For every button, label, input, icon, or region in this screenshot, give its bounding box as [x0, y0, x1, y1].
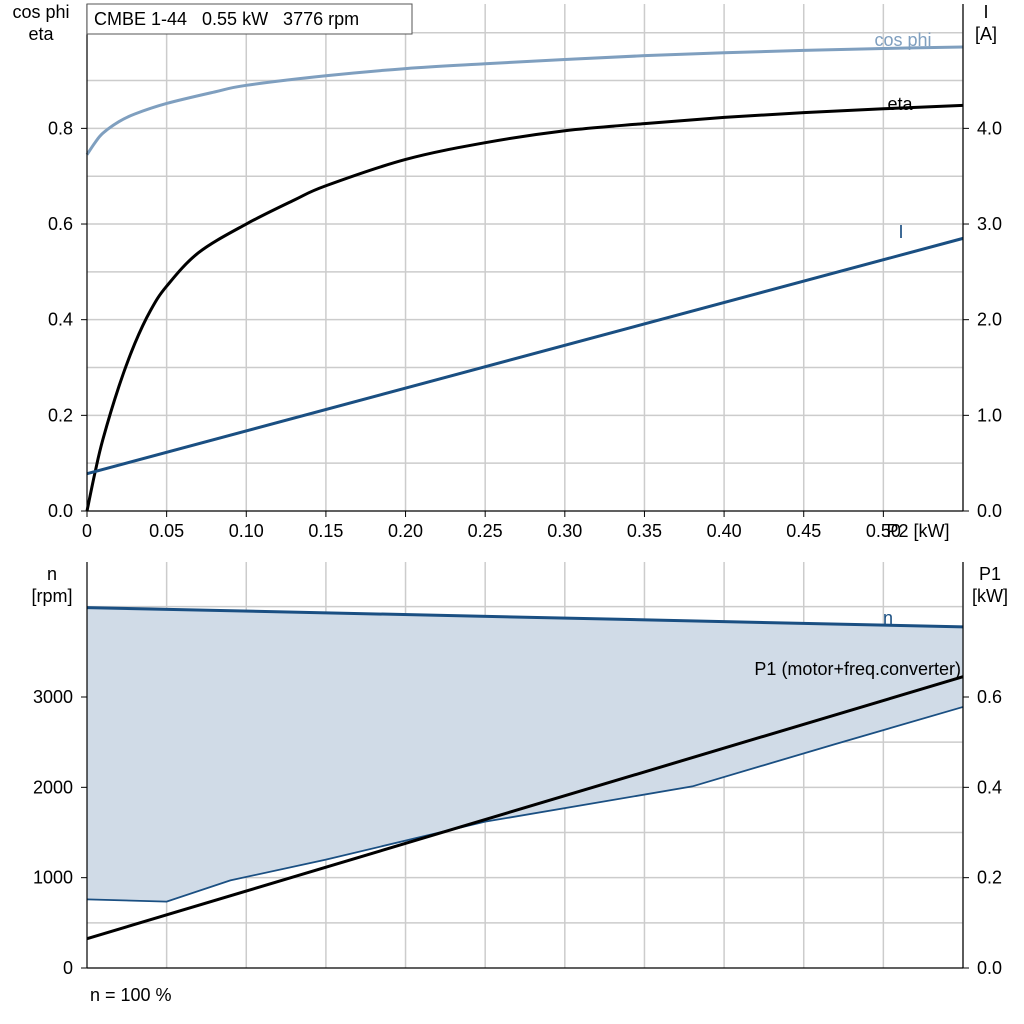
y-left-tick-label: 0.6 [48, 214, 73, 234]
y-right-tick-label: 3.0 [977, 214, 1002, 234]
x-tick-label: 0.25 [468, 521, 503, 541]
top-right-ylabel-1: I [983, 2, 988, 22]
x-tick-label: 0.35 [627, 521, 662, 541]
x-axis-label: P2 [kW] [886, 521, 949, 541]
y-right-tick-label: 0.0 [977, 501, 1002, 521]
title-box [86, 3, 413, 35]
x-tick-label: 0.20 [388, 521, 423, 541]
power-p1-line [86, 675, 964, 941]
bottom-y-left-tick-label: 2000 [33, 777, 73, 797]
y-left-tick-label: 0.2 [48, 405, 73, 425]
bottom-y-right-tick-label: 0.0 [977, 958, 1002, 978]
bottom-y-right-tick-label: 0.2 [977, 868, 1002, 888]
top-left-ylabel-2: eta [28, 24, 54, 44]
y-left-tick-label: 0.4 [48, 310, 73, 330]
cosphi-curve [85, 45, 964, 156]
current-curve [86, 236, 964, 476]
x-tick-label: 0.05 [149, 521, 184, 541]
y-left-tick-label: 0.0 [48, 501, 73, 521]
top-series-group [85, 45, 964, 512]
speed-range-lower-line [86, 706, 964, 903]
bottom-right-ylabel-1: P1 [979, 564, 1001, 584]
bottom-y-right-tick-label: 0.4 [977, 777, 1002, 797]
top-ticks: 0 0.05 0.10 0.15 0.20 0.25 0.30 0.35 0.40 0.45 0.5… [48, 118, 1002, 541]
chart-title: CMBE 1-44 0.55 kW 3776 rpm [94, 9, 359, 29]
top-chart: 0 0.05 0.10 0.15 0.20 0.25 0.30 0.35 0.40 0.45 0.5… [12, 2, 1002, 541]
x-tick-label: 0.15 [308, 521, 343, 541]
speed-range-area [87, 607, 963, 902]
bottom-left-ylabel-1: n [47, 564, 57, 584]
y-left-tick-label: 0.8 [48, 118, 73, 138]
bottom-y-left-tick-label: 0 [63, 958, 73, 978]
series-label-cosphi: cos phi [874, 30, 931, 50]
x-tick-label: 0.50 [866, 521, 901, 541]
x-tick-label: 0.30 [547, 521, 582, 541]
y-right-tick-label: 1.0 [977, 405, 1002, 425]
x-tick-label: 0.40 [707, 521, 742, 541]
x-tick-label: 0.45 [786, 521, 821, 541]
bottom-ticks: 0 1000 2000 3000 0.0 0.2 0.4 0.6 [33, 687, 1002, 978]
speed-annotation: n = 100 % [90, 985, 172, 1005]
bottom-y-right-tick-label: 0.6 [977, 687, 1002, 707]
series-label-p1: P1 (motor+freq.converter) [754, 659, 961, 679]
y-right-tick-label: 2.0 [977, 310, 1002, 330]
bottom-series-group [86, 606, 964, 941]
eta-curve [85, 103, 964, 512]
x-tick-label: 0.10 [229, 521, 264, 541]
x-tick-label: 0 [82, 521, 92, 541]
bottom-chart: 0 1000 2000 3000 0.0 0.2 0.4 0.6 n [rpm] P1 [kW… [31, 562, 1008, 1005]
series-label-eta: eta [887, 94, 913, 114]
bottom-right-ylabel-2: [kW] [972, 586, 1008, 606]
top-right-ylabel-2: [A] [975, 24, 997, 44]
y-right-tick-label: 4.0 [977, 118, 1002, 138]
series-label-current: I [898, 222, 903, 242]
bottom-y-left-tick-label: 3000 [33, 687, 73, 707]
bottom-y-left-tick-label: 1000 [33, 868, 73, 888]
series-label-n: n [883, 608, 893, 628]
top-left-ylabel-1: cos phi [12, 2, 69, 22]
bottom-left-ylabel-2: [rpm] [31, 586, 72, 606]
speed-n-line [86, 606, 964, 629]
